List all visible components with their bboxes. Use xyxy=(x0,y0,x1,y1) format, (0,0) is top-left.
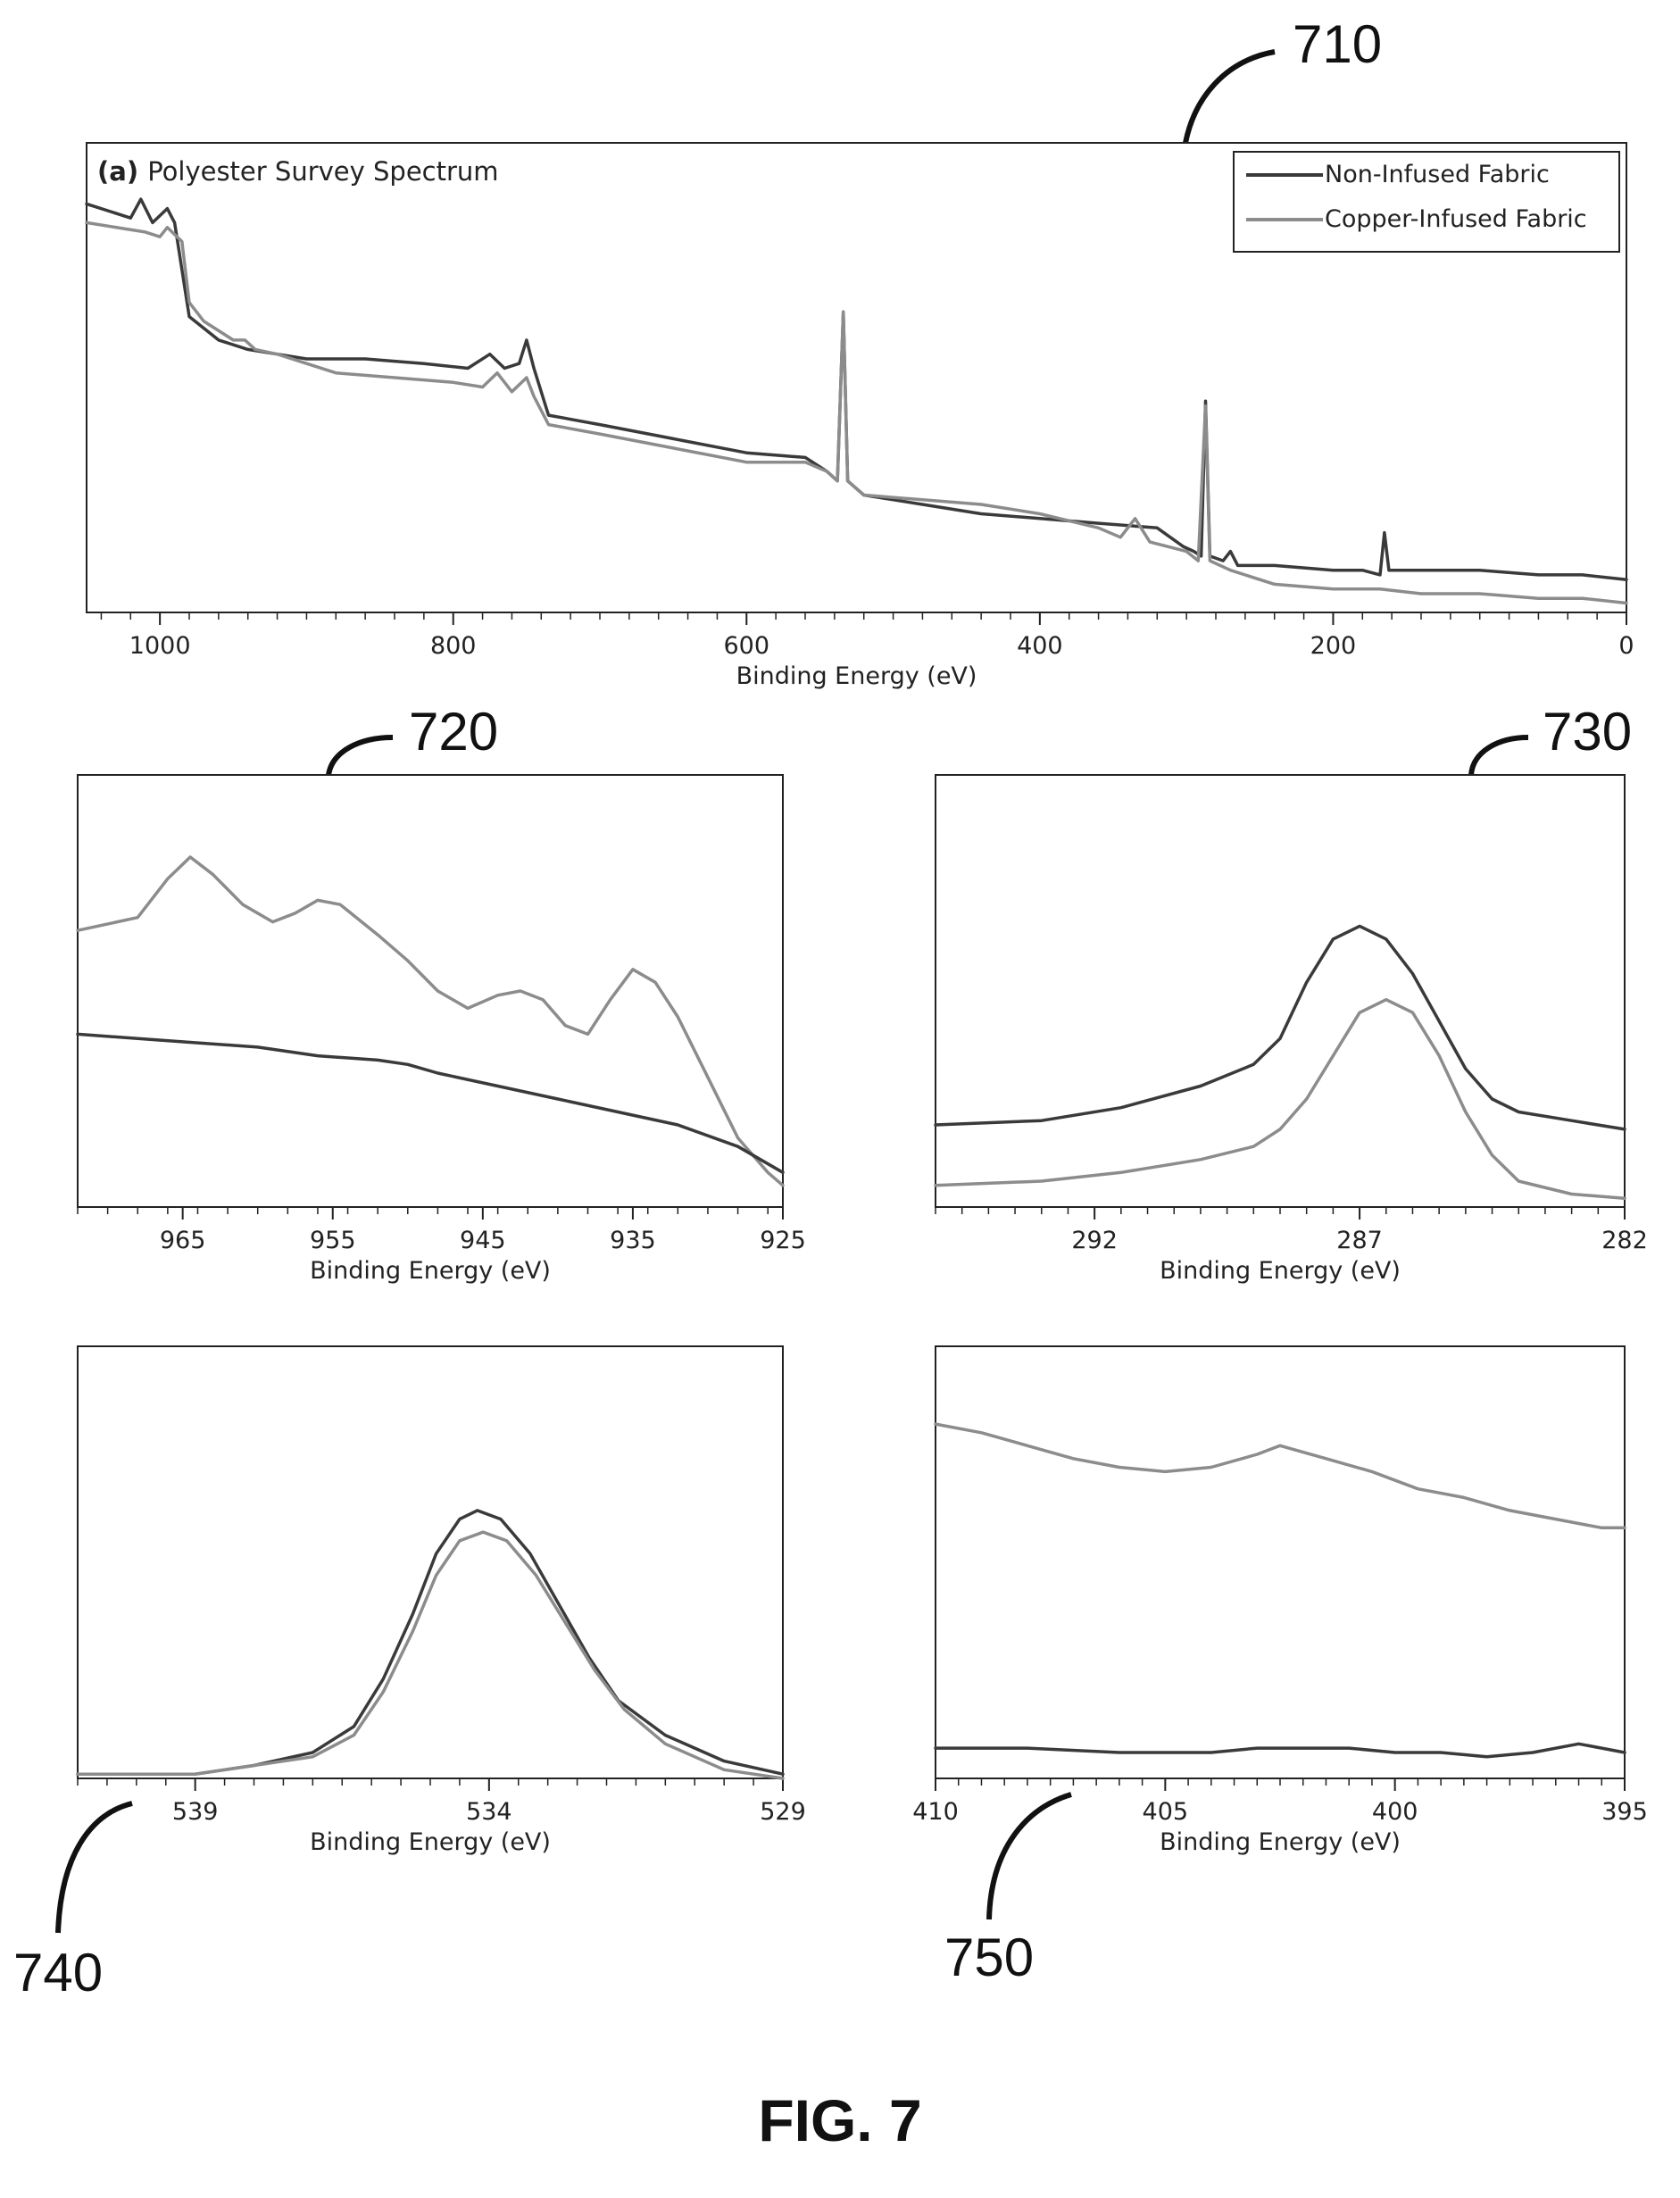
x-axis-label: Binding Energy (eV) xyxy=(1160,1257,1401,1285)
chart-750-n1s: 410 405 400 395 Binding Energy (eV) xyxy=(912,1345,1648,1856)
x-tick-label-395: 395 xyxy=(1601,1798,1648,1826)
chart-710-survey: 1000 800 600 400 200 0 Binding Energy (eV) (a) … xyxy=(85,142,1634,690)
x-tick-label-292: 292 xyxy=(1071,1227,1118,1254)
series-line-non-infused-fabric xyxy=(76,1509,785,1776)
x-tick-label-287: 287 xyxy=(1336,1227,1383,1254)
series-line-copper-infused-fabric xyxy=(934,1422,1626,1530)
x-tick-label-935: 935 xyxy=(610,1227,656,1254)
chart-title: (a) Polyester Survey Spectrum xyxy=(97,156,499,187)
ref-730-label: 730 xyxy=(1543,702,1632,762)
x-axis-label: Binding Energy (eV) xyxy=(310,1257,551,1285)
chart-740-o1s: 539 534 529 Binding Energy (eV) xyxy=(76,1345,806,1856)
x-axis-label: Binding Energy (eV) xyxy=(1160,1828,1401,1856)
x-tick-label-1000: 1000 xyxy=(129,632,191,660)
chart-title-text: Polyester Survey Spectrum xyxy=(147,156,498,187)
x-tick-label-945: 945 xyxy=(460,1227,506,1254)
ref-720-label: 720 xyxy=(409,702,498,762)
plot-frame xyxy=(77,1345,784,1779)
x-tick-label-534: 534 xyxy=(466,1798,512,1826)
chart-720-cu2p: 965 955 945 935 925 Binding Energy (eV) xyxy=(76,774,806,1285)
series-line-non-infused-fabric xyxy=(85,197,1628,581)
ref-710: 710 xyxy=(1183,14,1382,144)
series-line-copper-infused-fabric xyxy=(85,221,1628,605)
series-line-non-infused-fabric xyxy=(934,1742,1626,1759)
plot-frame xyxy=(935,774,1626,1208)
ref-730-leader xyxy=(1468,735,1529,776)
ref-750-label: 750 xyxy=(944,1927,1034,1987)
ref-720-leader xyxy=(326,735,394,776)
x-tick-label-965: 965 xyxy=(160,1227,206,1254)
plot-frame xyxy=(935,1345,1626,1779)
ref-730: 730 xyxy=(1468,702,1632,776)
ref-740-leader xyxy=(55,1801,133,1934)
x-tick-label-600: 600 xyxy=(724,632,770,660)
ref-750: 750 xyxy=(944,1792,1072,1987)
series-line-copper-infused-fabric xyxy=(76,855,785,1187)
x-tick-label-800: 800 xyxy=(430,632,477,660)
series-line-non-infused-fabric xyxy=(934,924,1626,1131)
legend: Non-Infused Fabric Copper-Infused Fabric xyxy=(1233,151,1620,253)
chart-730-c1s: 292 287 282 Binding Energy (eV) xyxy=(934,774,1648,1285)
x-tick-label-925: 925 xyxy=(760,1227,806,1254)
plot-frame xyxy=(77,774,784,1208)
x-tick-label-200: 200 xyxy=(1310,632,1357,660)
x-tick-label-539: 539 xyxy=(172,1798,219,1826)
series-line-non-infused-fabric xyxy=(76,1032,785,1175)
x-tick-label-0: 0 xyxy=(1618,632,1634,660)
figure-label: FIG. 7 xyxy=(758,2087,921,2153)
x-tick-label-410: 410 xyxy=(912,1798,959,1826)
x-tick-label-282: 282 xyxy=(1601,1227,1648,1254)
ref-740: 740 xyxy=(13,1801,133,2002)
legend-label-non-infused-fabric: Non-Infused Fabric xyxy=(1325,161,1550,188)
x-axis-label: Binding Energy (eV) xyxy=(310,1828,551,1856)
legend-label-copper-infused-fabric: Copper-Infused Fabric xyxy=(1325,205,1587,233)
ref-710-label: 710 xyxy=(1293,14,1382,74)
ref-720: 720 xyxy=(326,702,498,776)
series-line-copper-infused-fabric xyxy=(934,997,1626,1201)
x-tick-label-400: 400 xyxy=(1372,1798,1418,1826)
chart-title-prefix: (a) xyxy=(97,156,147,187)
x-tick-label-405: 405 xyxy=(1143,1798,1189,1826)
ref-750-leader xyxy=(986,1792,1072,1920)
x-tick-label-400: 400 xyxy=(1017,632,1063,660)
legend-box xyxy=(1233,151,1620,253)
x-tick-label-955: 955 xyxy=(310,1227,356,1254)
ref-710-leader xyxy=(1183,49,1276,144)
plot-frame xyxy=(86,142,1627,613)
series-line-copper-infused-fabric xyxy=(76,1530,785,1780)
x-axis-label: Binding Energy (eV) xyxy=(736,662,977,690)
x-tick-label-529: 529 xyxy=(760,1798,806,1826)
ref-740-label: 740 xyxy=(13,1943,103,2002)
